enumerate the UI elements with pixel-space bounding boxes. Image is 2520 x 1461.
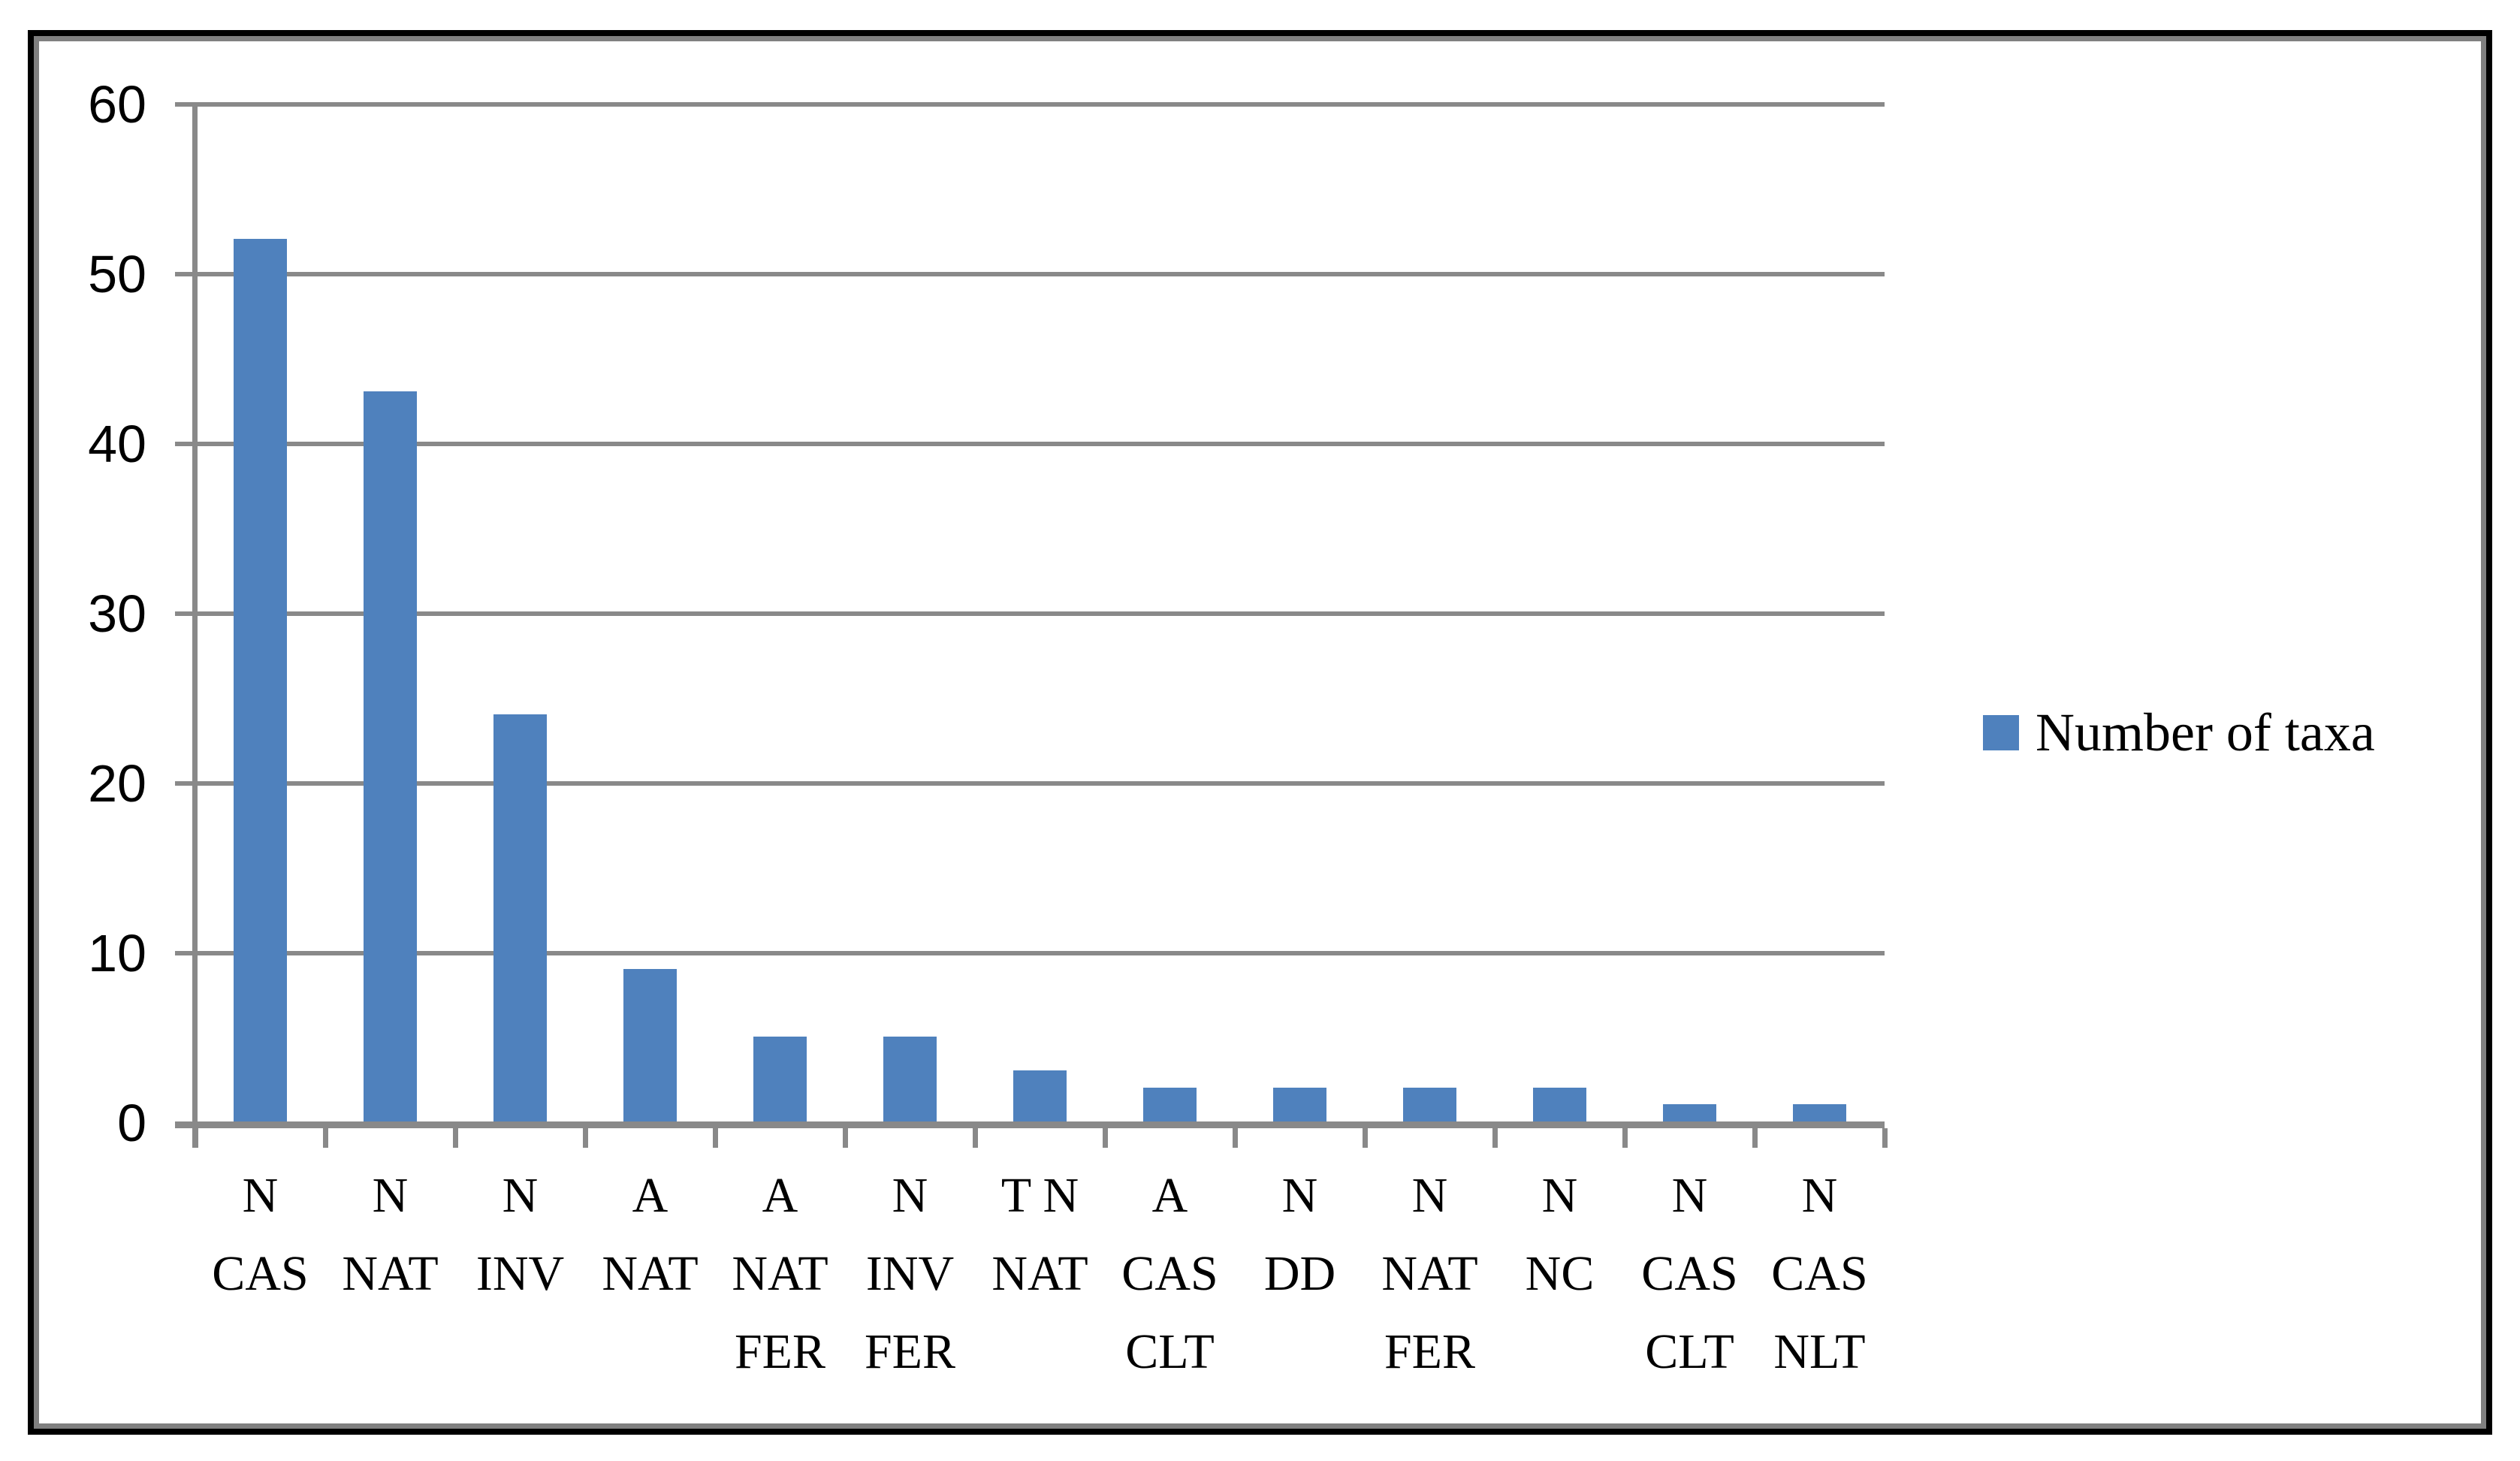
bar-n-cas-clt [1663,1104,1716,1121]
legend-label: Number of taxa [2036,702,2375,762]
y-axis-label-10: 10 [88,924,146,983]
y-tick-50 [175,272,195,276]
x-axis-label-2: N NAT [342,1168,439,1301]
gridline-20 [195,781,1885,786]
bar-a-nat [623,969,677,1121]
x-tick-7 [1103,1128,1108,1148]
x-tick-2 [453,1128,458,1148]
bar-n-nat [364,391,417,1121]
figure-inner-border [34,36,2486,1429]
x-axis-label-13: N CAS NLT [1771,1168,1868,1379]
gridline-40 [195,442,1885,446]
gridline-30 [195,611,1885,616]
gridline-50 [195,272,1885,276]
x-axis-label-6: N INV FER [864,1168,956,1379]
x-tick-11 [1622,1128,1628,1148]
x-tick-4 [713,1128,718,1148]
x-axis-label-12: N CAS CLT [1641,1168,1738,1379]
x-axis-label-3: N INV [475,1168,565,1301]
bar-n-nat-fer [1403,1088,1456,1121]
y-axis-label-40: 40 [88,415,146,473]
legend: Number of taxa [1983,699,2375,766]
y-tick-60 [175,102,195,107]
x-axis-label-11: N NC [1525,1168,1595,1301]
x-axis-label-9: N DD [1263,1168,1336,1301]
x-axis-label-4: A NAT [602,1168,699,1301]
y-axis-label-60: 60 [88,75,146,134]
x-tick-13 [1882,1128,1888,1148]
bar-n-cas-nlt [1793,1104,1846,1121]
bar-a-nat-fer [753,1037,807,1121]
y-tick-30 [175,611,195,616]
bar-tn-nat [1013,1070,1067,1121]
x-tick-6 [973,1128,978,1148]
gridline-60 [195,102,1885,107]
bar-n-nc [1533,1088,1586,1121]
x-axis-label-8: A CAS CLT [1121,1168,1218,1379]
x-tick-10 [1492,1128,1498,1148]
x-axis-label-10: N NAT FER [1381,1168,1478,1379]
y-tick-20 [175,781,195,786]
y-tick-40 [175,442,195,446]
y-axis-label-50: 50 [88,245,146,303]
y-axis-label-30: 30 [88,584,146,643]
bar-n-inv-fer [883,1037,937,1121]
bar-n-inv [493,714,547,1121]
y-axis-line [192,102,198,1148]
y-axis-label-20: 20 [88,754,146,813]
figure-outer-border [28,30,2492,1435]
x-axis-label-1: N CAS [212,1168,309,1301]
x-tick-0 [193,1128,198,1148]
x-axis-label-7: T N NAT [991,1168,1088,1301]
x-tick-8 [1233,1128,1238,1148]
x-tick-1 [323,1128,328,1148]
bar-a-cas-clt [1143,1088,1197,1121]
x-tick-9 [1363,1128,1368,1148]
y-axis-label-0: 0 [117,1094,146,1152]
bar-n-dd [1273,1088,1326,1121]
x-tick-12 [1752,1128,1758,1148]
bar-n-cas [234,239,287,1121]
gridline-10 [195,951,1885,955]
legend-color-swatch [1983,714,2019,750]
x-axis-line [175,1121,1885,1128]
x-axis-label-5: A NAT FER [732,1168,828,1379]
x-tick-3 [583,1128,588,1148]
x-tick-5 [843,1128,848,1148]
y-tick-10 [175,951,195,955]
